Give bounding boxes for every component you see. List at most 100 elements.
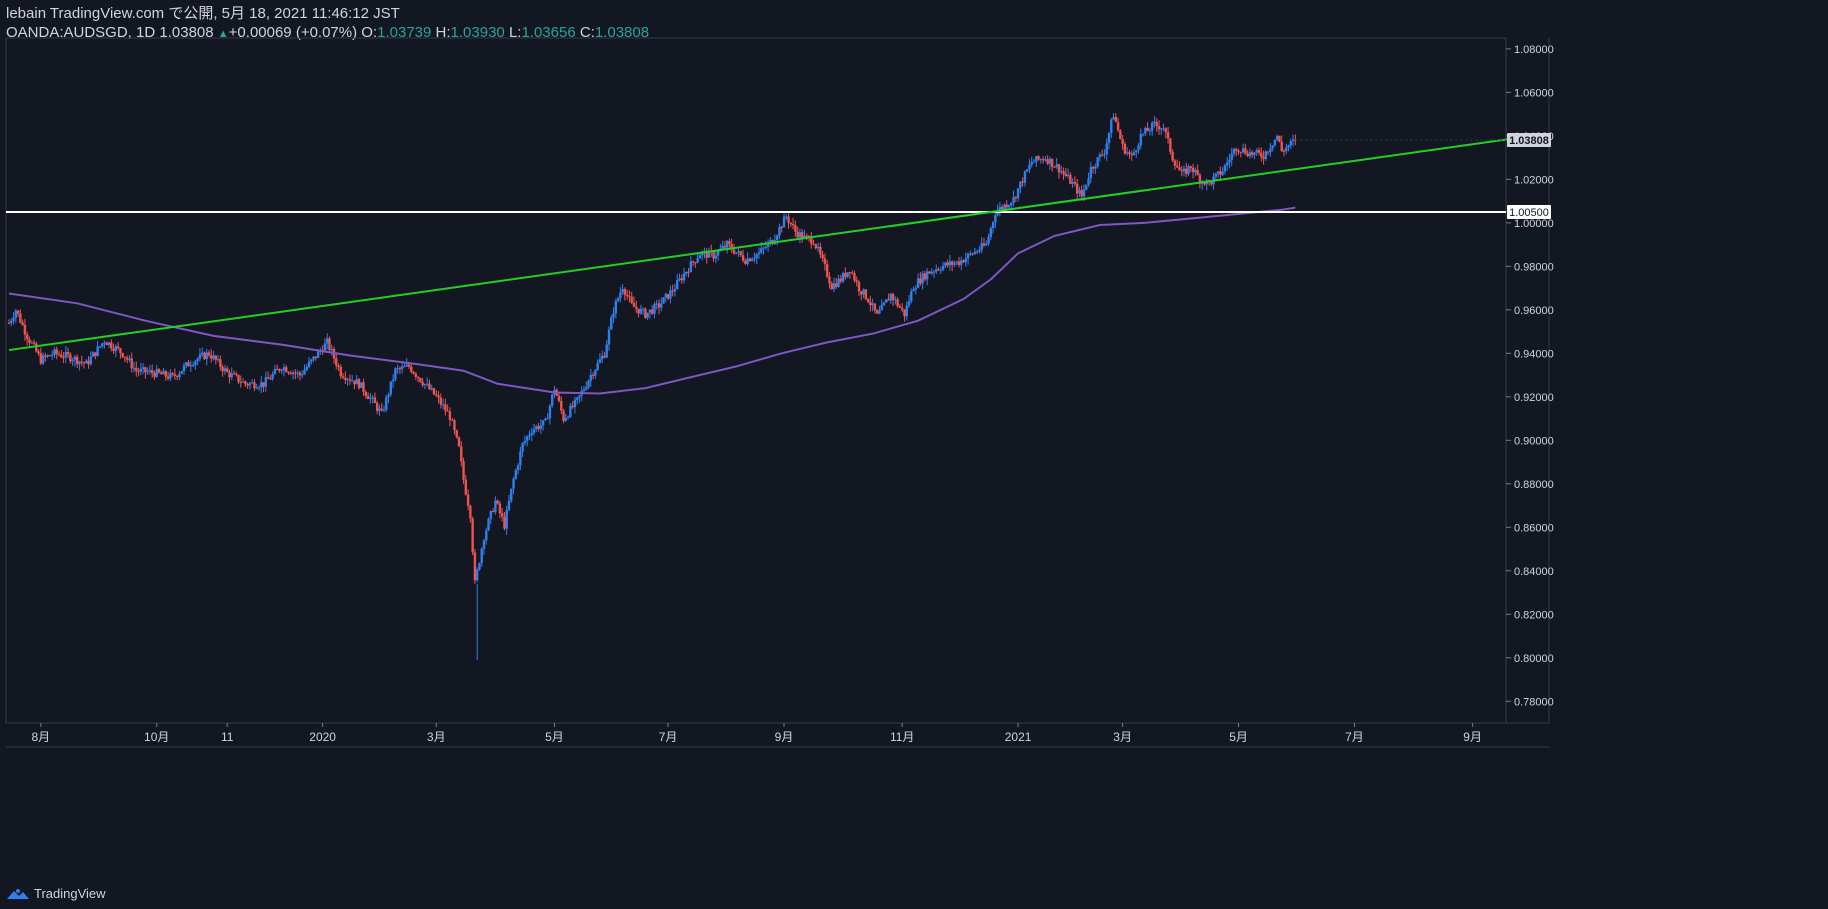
candle-body [425,383,429,385]
symbol-label[interactable]: OANDA:AUDSGD, 1D [6,24,156,41]
brand-label[interactable]: TradingView [34,886,106,901]
candle-body [598,359,602,363]
candle-body [546,418,549,420]
candle-body [1080,190,1083,197]
candle-body [264,377,268,387]
candle-body [1075,183,1079,194]
candle-body [648,309,652,313]
candle-body [664,294,668,298]
candle-body [912,289,915,292]
candle-body [1087,178,1090,185]
candle-body [653,304,656,314]
candle-body [262,382,265,387]
candle-body [1171,152,1174,161]
candle-body [614,301,618,314]
candle-body [616,298,620,302]
x-tick-label: 8月 [31,730,50,744]
candle-body [266,377,270,379]
candle-body [121,352,124,357]
candle-body [723,245,727,248]
candle-body [105,342,108,346]
candle-body [550,394,554,406]
candle-body [1196,169,1199,176]
candle-body [757,252,761,255]
candle-body [280,370,283,372]
candle-body [1116,121,1120,131]
candle-body [178,373,181,378]
candle-body [1246,153,1249,157]
candle-body [846,272,849,277]
candle-body [537,426,540,430]
candle-body [1157,125,1161,130]
candle-body [1091,167,1095,169]
candle-body [980,243,983,250]
candle-body [196,358,199,362]
candle-body [239,381,243,383]
candle-body [310,359,313,362]
candle-body [1221,171,1224,175]
candle-body [1044,159,1047,161]
candle-body [14,310,18,318]
candle-body [896,299,899,307]
candle-body [1255,150,1258,153]
high-label: H: [435,24,451,41]
candle-body [973,251,977,255]
candle-body [941,265,945,270]
candle-body [573,399,577,408]
candle-body [53,349,56,356]
x-tick-label: 2020 [309,730,336,744]
candle-body [1160,128,1163,130]
candle-body [360,382,363,388]
candle-body [714,255,718,259]
candle-body [212,355,215,359]
candle-body [480,548,483,564]
candle-body [487,518,490,531]
candle-body [348,379,352,381]
candle-body [1153,121,1156,123]
candle-body [166,376,170,379]
candle-body [1055,164,1058,167]
candle-body [591,374,595,376]
candle-body [300,374,304,376]
candle-body [837,278,840,287]
candle-body [1071,181,1074,184]
candle-body [1073,181,1077,184]
candle-body [346,379,349,381]
candle-body [1216,171,1220,174]
candle-body [1266,151,1270,153]
candle-body [407,364,411,367]
candle-body [419,377,422,382]
candle-body [755,254,758,259]
candle-body [1280,141,1283,152]
candle-body [437,395,440,398]
candle-body [89,356,93,365]
candle-body [1228,160,1231,163]
candle-body [810,237,813,244]
candle-body [589,374,593,381]
candle-body [905,305,908,317]
candle-body [675,280,679,290]
x-tick-label: 10月 [144,730,169,744]
candle-body [510,488,513,501]
candle-body [669,290,672,299]
candle-body [146,371,149,373]
candle-body [362,382,365,392]
candle-body [294,372,297,374]
candle-body [337,365,340,368]
y-tick-label: 1.00000 [1514,218,1554,230]
candle-body [182,365,186,372]
candle-body [44,355,47,357]
candle-body [1082,189,1086,197]
candle-body [369,397,372,399]
candle-body [566,416,570,418]
candle-body [257,387,261,389]
high-value: 1.03930 [450,24,505,41]
candle-body [85,360,88,364]
candle-body [887,299,890,301]
candle-body [812,243,815,245]
candle-body [246,384,249,386]
candle-body [1253,152,1256,155]
y-tick-label: 1.02000 [1514,174,1554,186]
candle-body [173,374,177,377]
